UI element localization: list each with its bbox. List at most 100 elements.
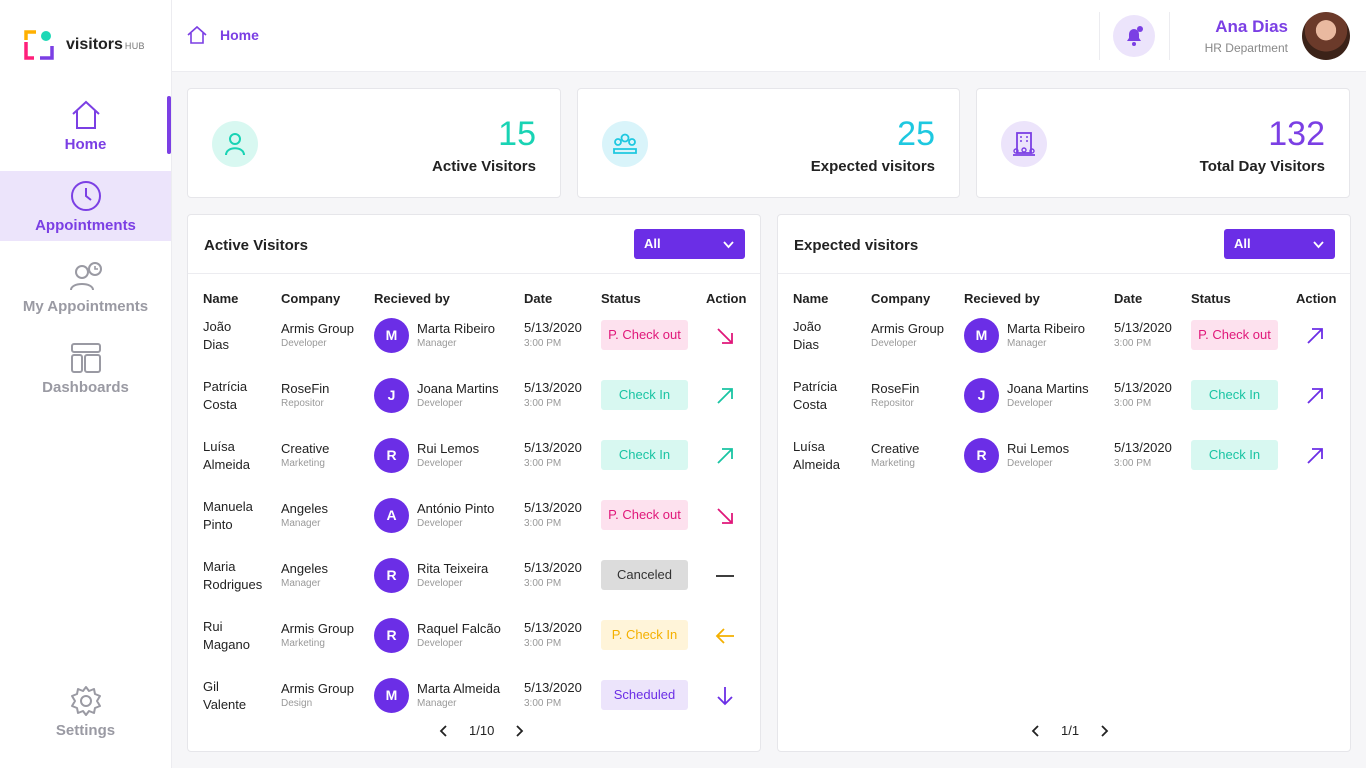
filter-dropdown[interactable]: All bbox=[1224, 229, 1335, 259]
sidebar-item-label: Appointments bbox=[35, 216, 136, 234]
visit-time: 3:00 PM bbox=[524, 578, 562, 589]
company-role: Design bbox=[281, 698, 313, 709]
chevron-left-icon[interactable] bbox=[1029, 724, 1043, 738]
visit-time: 3:00 PM bbox=[524, 638, 562, 649]
column-header-received[interactable]: Recieved by bbox=[374, 291, 450, 306]
notifications-button[interactable] bbox=[1113, 15, 1155, 57]
stat-value: 15 bbox=[498, 115, 536, 153]
sidebar-item-dashboards[interactable]: Dashboards bbox=[0, 333, 171, 403]
receiver-avatar: M bbox=[374, 678, 409, 713]
stat-card-active-visitors: 15 Active Visitors bbox=[187, 88, 561, 198]
table-row[interactable]: Luísa Almeida Creative Marketing R Rui Le… bbox=[188, 434, 760, 494]
arrow-down-right-icon[interactable] bbox=[713, 324, 737, 348]
company-role: Repositor bbox=[871, 398, 914, 409]
stat-label: Expected visitors bbox=[810, 158, 935, 175]
page-indicator: 1/1 bbox=[1061, 723, 1080, 738]
column-header-company[interactable]: Company bbox=[871, 291, 931, 306]
column-header-name[interactable]: Name bbox=[793, 291, 829, 306]
receiver-name: Rui Lemos bbox=[417, 441, 480, 456]
table-row[interactable]: Maria Rodrigues Angeles Manager R Rita Te… bbox=[188, 554, 760, 614]
arrow-up-right-icon[interactable] bbox=[1303, 444, 1327, 468]
company-role: Manager bbox=[281, 518, 321, 529]
table-row[interactable]: João Dias Armis Group Developer M Marta R… bbox=[188, 314, 760, 374]
visit-time: 3:00 PM bbox=[524, 338, 562, 349]
pagination: 1/10 bbox=[437, 723, 526, 738]
column-header-received[interactable]: Recieved by bbox=[964, 291, 1040, 306]
visit-time: 3:00 PM bbox=[524, 398, 562, 409]
receiver-role: Developer bbox=[417, 398, 463, 409]
receiver-role: Manager bbox=[417, 338, 457, 349]
visit-date: 5/13/2020 bbox=[524, 440, 582, 455]
column-header-status[interactable]: Status bbox=[601, 291, 641, 306]
receiver-name: Raquel Falcão bbox=[417, 621, 501, 636]
company-name: Creative bbox=[281, 441, 330, 456]
visitor-first-name: Maria bbox=[203, 559, 236, 574]
user-name[interactable]: Ana Dias bbox=[1215, 17, 1288, 36]
sidebar-item-home[interactable]: Home bbox=[0, 90, 171, 160]
receiver-name: Marta Ribeiro bbox=[417, 321, 496, 336]
column-header-date[interactable]: Date bbox=[1114, 291, 1143, 306]
receiver-role: Developer bbox=[417, 458, 463, 469]
company-name: Creative bbox=[871, 441, 920, 456]
visitor-first-name: Rui bbox=[203, 619, 223, 634]
sidebar-item-appointments[interactable]: Appointments bbox=[0, 171, 171, 241]
visitor-last-name: Valente bbox=[203, 697, 247, 712]
app-logo[interactable]: visitors HUB bbox=[22, 28, 145, 62]
visitor-last-name: Dias bbox=[793, 337, 820, 352]
arrow-down-right-icon[interactable] bbox=[713, 504, 737, 528]
arrow-up-right-icon[interactable] bbox=[713, 444, 737, 468]
visitor-name: Luísa Almeida bbox=[793, 438, 863, 474]
arrow-up-right-icon[interactable] bbox=[1303, 324, 1327, 348]
table-row[interactable]: Patrícia Costa RoseFin Repositor J Joana … bbox=[188, 374, 760, 434]
table-row[interactable]: Rui Magano Armis Group Marketing R Raquel… bbox=[188, 614, 760, 674]
table-row[interactable]: Luísa Almeida Creative Marketing R Rui Le… bbox=[778, 434, 1350, 494]
filter-value: All bbox=[644, 236, 661, 251]
sidebar-item-settings[interactable]: Settings bbox=[0, 676, 171, 746]
home-icon bbox=[187, 25, 207, 44]
receiver-name: Rita Teixeira bbox=[417, 561, 489, 576]
breadcrumb[interactable]: Home bbox=[186, 24, 259, 46]
receiver-role: Manager bbox=[1007, 338, 1047, 349]
chevron-left-icon[interactable] bbox=[437, 724, 451, 738]
table-row[interactable]: Gil Valente Armis Group Design M Marta Al… bbox=[188, 674, 760, 734]
visit-date: 5/13/2020 bbox=[1114, 440, 1172, 455]
visitor-first-name: Gil bbox=[203, 679, 219, 694]
receiver-avatar: R bbox=[964, 438, 999, 473]
chevron-right-icon[interactable] bbox=[1097, 724, 1111, 738]
column-header-name[interactable]: Name bbox=[203, 291, 239, 306]
avatar[interactable] bbox=[1302, 12, 1350, 60]
visitor-name: Luísa Almeida bbox=[203, 438, 273, 474]
filter-dropdown[interactable]: All bbox=[634, 229, 745, 259]
visitor-name: Rui Magano bbox=[203, 618, 273, 654]
table-row[interactable]: Patrícia Costa RoseFin Repositor J Joana … bbox=[778, 374, 1350, 434]
company-role: Developer bbox=[871, 338, 917, 349]
breadcrumb-home[interactable]: Home bbox=[220, 27, 259, 43]
table-row[interactable]: Manuela Pinto Angeles Manager A António P… bbox=[188, 494, 760, 554]
sidebar-item-label: My Appointments bbox=[22, 297, 149, 315]
column-header-date[interactable]: Date bbox=[524, 291, 553, 306]
status-badge: Check In bbox=[601, 440, 688, 470]
panel-header: Expected visitors All bbox=[778, 215, 1350, 274]
user-department: HR Department bbox=[1204, 41, 1288, 55]
logo-icon bbox=[24, 30, 54, 60]
status-badge: P. Check out bbox=[1191, 320, 1278, 350]
visit-date: 5/13/2020 bbox=[1114, 320, 1172, 335]
arrow-up-right-icon[interactable] bbox=[713, 384, 737, 408]
dash-icon[interactable] bbox=[713, 564, 737, 588]
arrow-up-right-icon[interactable] bbox=[1303, 384, 1327, 408]
chevron-right-icon[interactable] bbox=[512, 724, 526, 738]
bell-icon bbox=[1127, 26, 1143, 46]
visitor-last-name: Costa bbox=[203, 397, 237, 412]
table-row[interactable]: João Dias Armis Group Developer M Marta R… bbox=[778, 314, 1350, 374]
column-header-action[interactable]: Action bbox=[706, 291, 747, 306]
sidebar-item-my-appointments[interactable]: My Appointments bbox=[0, 252, 171, 322]
column-header-status[interactable]: Status bbox=[1191, 291, 1231, 306]
arrow-down-icon[interactable] bbox=[713, 684, 737, 708]
visitor-first-name: Patrícia bbox=[793, 379, 838, 394]
column-header-action[interactable]: Action bbox=[1296, 291, 1337, 306]
receiver-avatar: R bbox=[374, 618, 409, 653]
column-header-company[interactable]: Company bbox=[281, 291, 341, 306]
arrow-left-icon[interactable] bbox=[713, 624, 737, 648]
visit-time: 3:00 PM bbox=[524, 458, 562, 469]
visitor-name: Gil Valente bbox=[203, 678, 273, 714]
